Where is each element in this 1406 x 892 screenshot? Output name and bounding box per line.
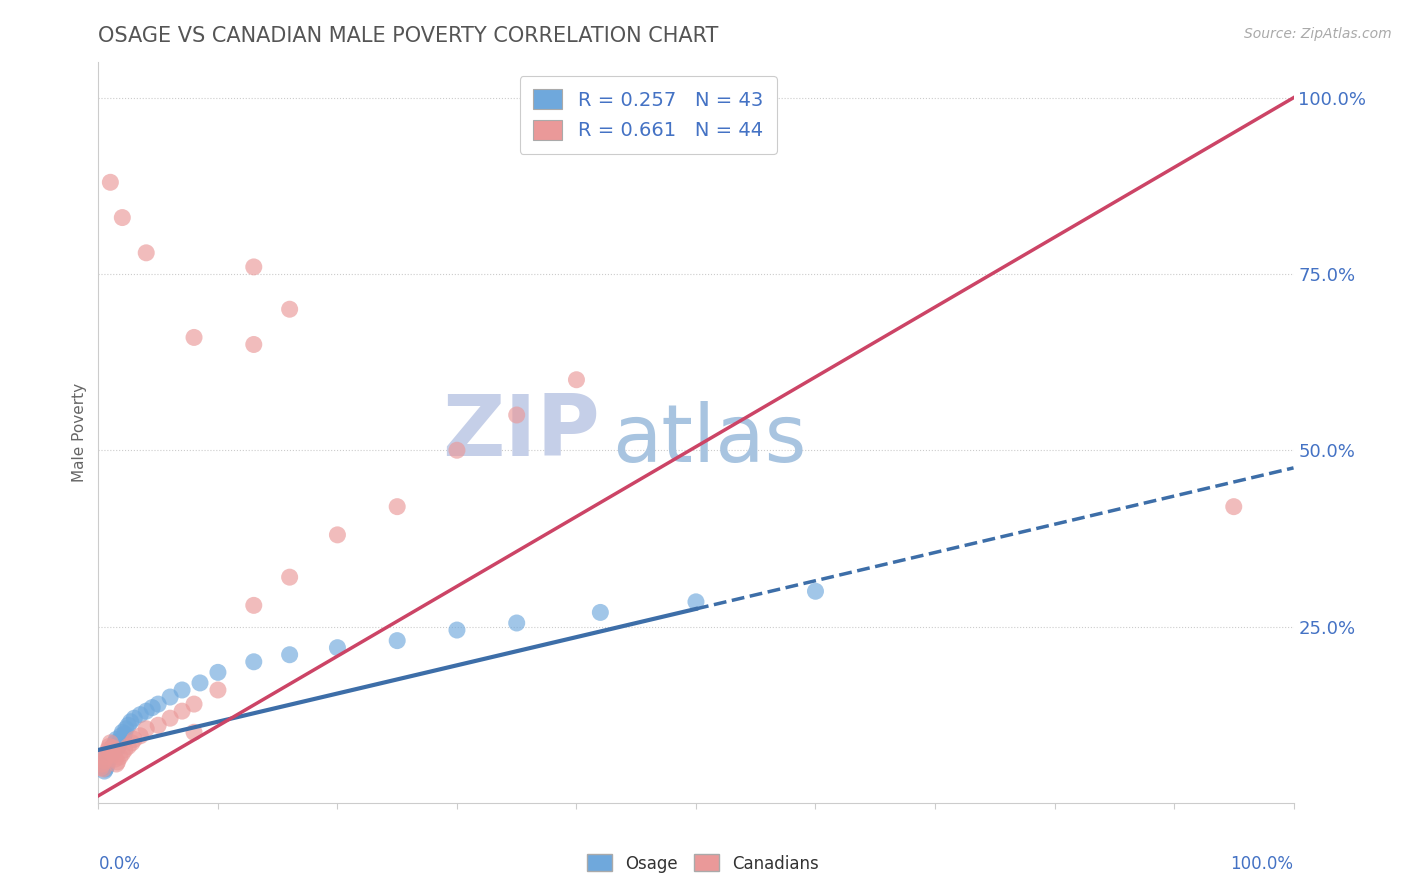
Point xyxy=(107,755,129,769)
Y-axis label: Male Poverty: Male Poverty xyxy=(72,383,87,483)
Point xyxy=(243,260,266,274)
Point xyxy=(183,330,205,344)
Point xyxy=(105,757,128,772)
Point xyxy=(98,736,122,750)
Point xyxy=(589,606,612,620)
Point xyxy=(135,722,157,736)
Point xyxy=(98,745,122,759)
Point xyxy=(91,757,114,772)
Point xyxy=(148,718,170,732)
Point xyxy=(96,747,118,761)
Point xyxy=(100,745,122,759)
Point xyxy=(98,739,121,754)
Point xyxy=(121,736,143,750)
Point xyxy=(100,747,122,762)
Point xyxy=(159,690,181,704)
Point xyxy=(685,595,707,609)
Point xyxy=(98,747,121,761)
Point xyxy=(129,729,152,743)
Point xyxy=(111,211,134,225)
Point xyxy=(506,615,529,630)
Point xyxy=(117,718,139,732)
Point xyxy=(1223,500,1246,514)
Point xyxy=(104,752,127,766)
Point xyxy=(172,704,194,718)
Point xyxy=(90,760,112,774)
Point xyxy=(278,302,301,317)
Point xyxy=(159,711,181,725)
Point xyxy=(326,528,349,542)
Point xyxy=(124,711,146,725)
Point xyxy=(97,755,120,769)
Point xyxy=(446,623,468,637)
Point xyxy=(114,727,136,741)
Text: 0.0%: 0.0% xyxy=(98,855,141,872)
Point xyxy=(108,733,131,747)
Point xyxy=(111,747,134,761)
Point xyxy=(124,732,146,747)
Point xyxy=(172,683,194,698)
Point xyxy=(103,743,125,757)
Point xyxy=(101,739,124,754)
Point xyxy=(111,725,134,739)
Point xyxy=(141,700,163,714)
Legend: Osage, Canadians: Osage, Canadians xyxy=(581,847,825,880)
Point xyxy=(110,729,132,743)
Point xyxy=(91,762,114,776)
Point xyxy=(120,714,142,729)
Point xyxy=(91,760,114,774)
Point xyxy=(97,743,120,757)
Point xyxy=(107,738,129,752)
Point xyxy=(207,665,229,680)
Text: 100.0%: 100.0% xyxy=(1230,855,1294,872)
Point xyxy=(105,732,128,747)
Text: ZIP: ZIP xyxy=(443,391,600,475)
Point xyxy=(94,750,117,764)
Point xyxy=(804,584,827,599)
Point xyxy=(243,599,266,613)
Point xyxy=(98,175,122,189)
Point xyxy=(104,736,127,750)
Legend: R = 0.257   N = 43, R = 0.661   N = 44: R = 0.257 N = 43, R = 0.661 N = 44 xyxy=(520,76,776,153)
Point xyxy=(108,750,131,764)
Point xyxy=(278,648,301,662)
Text: Source: ZipAtlas.com: Source: ZipAtlas.com xyxy=(1244,27,1392,41)
Point xyxy=(183,697,205,711)
Point xyxy=(385,500,409,514)
Point xyxy=(93,764,115,778)
Point xyxy=(117,739,139,754)
Point xyxy=(188,676,211,690)
Point xyxy=(446,443,468,458)
Point xyxy=(129,707,152,722)
Point xyxy=(93,754,115,768)
Point xyxy=(148,697,170,711)
Point xyxy=(243,655,266,669)
Point xyxy=(90,754,112,768)
Point xyxy=(98,750,122,764)
Point xyxy=(115,722,138,736)
Point xyxy=(103,747,125,762)
Point xyxy=(278,570,301,584)
Point xyxy=(207,683,229,698)
Point xyxy=(135,704,157,718)
Point xyxy=(101,740,124,755)
Point xyxy=(183,725,205,739)
Point xyxy=(506,408,529,422)
Text: OSAGE VS CANADIAN MALE POVERTY CORRELATION CHART: OSAGE VS CANADIAN MALE POVERTY CORRELATI… xyxy=(98,26,718,45)
Point xyxy=(565,373,588,387)
Text: atlas: atlas xyxy=(613,401,807,479)
Point xyxy=(107,740,129,755)
Point xyxy=(91,757,114,772)
Point xyxy=(243,337,266,351)
Point xyxy=(94,762,117,776)
Point xyxy=(385,633,409,648)
Point xyxy=(114,743,136,757)
Point xyxy=(112,731,135,745)
Point xyxy=(326,640,349,655)
Point xyxy=(96,759,118,773)
Point xyxy=(135,245,157,260)
